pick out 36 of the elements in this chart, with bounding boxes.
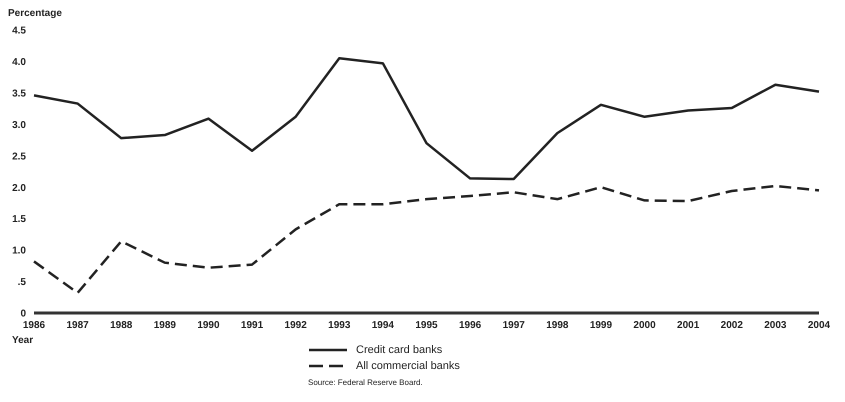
y-tick-label: 2.0 (12, 182, 26, 194)
y-tick-label: 2.5 (12, 151, 26, 162)
x-axis-title: Year (12, 335, 34, 346)
x-tick-label: 2004 (808, 320, 831, 332)
x-tick-label: 1998 (546, 320, 569, 332)
x-tick-label: 1988 (110, 320, 133, 332)
x-tick-label: 1997 (502, 320, 526, 332)
y-tick-label: 4.0 (12, 56, 26, 68)
x-tick-label: 1989 (154, 320, 176, 332)
legend-label: All commercial banks (356, 360, 460, 372)
x-tick-label: 1990 (197, 320, 220, 332)
x-tick-label: 1994 (372, 320, 394, 332)
x-tick-label: 1992 (284, 320, 308, 332)
y-tick-label: .5 (18, 277, 26, 288)
y-tick-label: 1.5 (12, 214, 26, 226)
source-note: Source: Federal Reserve Board. (308, 378, 424, 387)
x-tick-label: 1991 (240, 320, 264, 332)
x-tick-label: 1993 (328, 320, 351, 332)
x-tick-label: 1996 (458, 320, 482, 332)
x-tick-label: 1986 (22, 320, 46, 332)
x-tick-label: 1995 (415, 320, 438, 332)
x-tick-label: 2002 (720, 320, 744, 332)
y-tick-label: 3.5 (12, 88, 26, 100)
y-tick-label: 0 (20, 308, 26, 320)
x-tick-label: 1987 (66, 320, 90, 332)
x-tick-label: 2001 (677, 320, 700, 332)
y-tick-label: 3.0 (12, 120, 26, 131)
line-series (32, 184, 820, 294)
x-tick-label: 1999 (590, 320, 613, 332)
line-series (32, 57, 820, 180)
y-tick-label: 1.0 (12, 246, 26, 257)
y-axis-title: Percentage (8, 8, 63, 20)
x-tick-label: 2003 (764, 320, 787, 332)
x-tick-label: 2000 (633, 320, 656, 332)
y-tick-label: 4.5 (12, 26, 26, 37)
legend-label: Credit card banks (356, 344, 442, 356)
